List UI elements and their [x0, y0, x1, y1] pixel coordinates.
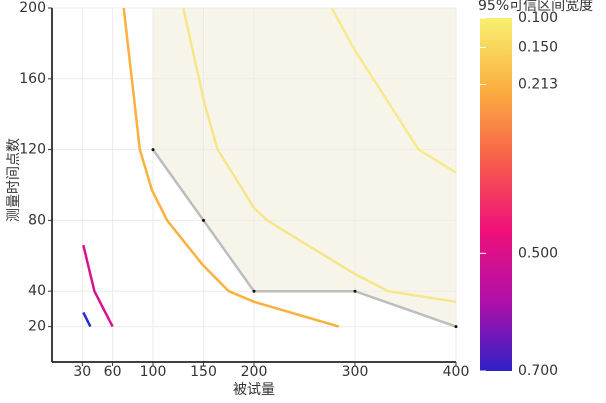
contour-line [122, 7, 340, 328]
colorbar-tick-label: 0.700 [518, 363, 558, 379]
colorbar-tick-label: 0.213 [518, 76, 558, 92]
contour-line [82, 244, 114, 328]
shaded-region [153, 8, 456, 327]
y-tick-label: 200 [19, 0, 46, 16]
x-axis-label: 被试量 [233, 382, 275, 398]
y-tick-label: 160 [19, 71, 46, 87]
point [454, 325, 458, 329]
colorbar-tick-label: 0.500 [518, 245, 558, 261]
point [151, 148, 155, 152]
point [353, 289, 357, 293]
colorbar-title: 95%可信区间宽度 [478, 0, 593, 14]
y-tick-label: 40 [28, 283, 46, 299]
contour-line [82, 311, 92, 328]
contour-line [182, 7, 457, 304]
x-tick-label: 60 [104, 364, 122, 380]
y-tick-label: 80 [28, 212, 46, 228]
colorbar [480, 18, 512, 371]
y-axis-label: 测量时间点数 [6, 138, 22, 222]
x-tick-label: 200 [241, 364, 268, 380]
x-tick-label: 150 [190, 364, 217, 380]
colorbar-tick-label: 0.100 [518, 10, 558, 26]
point [202, 218, 205, 222]
colorbar-tick-label: 0.150 [518, 39, 558, 55]
y-tick-label: 20 [28, 319, 46, 335]
x-tick-label: 100 [140, 364, 167, 380]
x-tick-label: 300 [342, 364, 369, 380]
x-tick-label: 30 [73, 364, 91, 380]
y-tick-label: 120 [19, 142, 46, 158]
contour-line [330, 7, 457, 174]
point [252, 289, 256, 293]
x-tick-label: 400 [443, 364, 470, 380]
